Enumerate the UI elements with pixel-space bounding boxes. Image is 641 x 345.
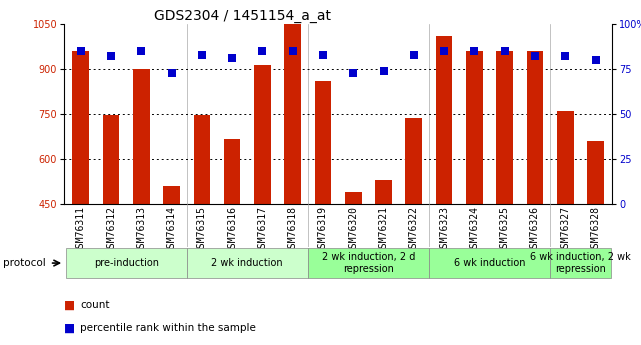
Bar: [285, 24, 301, 204]
Bar: [375, 180, 392, 204]
Bar: [550, 248, 611, 278]
Text: 2 wk induction: 2 wk induction: [212, 258, 283, 268]
Text: ■: ■: [64, 322, 75, 335]
Text: GSM76317: GSM76317: [258, 206, 267, 253]
Text: ■: ■: [64, 299, 75, 312]
Point: [530, 54, 540, 59]
Bar: [587, 141, 604, 204]
Bar: [133, 69, 149, 204]
Point: [560, 54, 570, 59]
Text: GSM76323: GSM76323: [439, 206, 449, 253]
Bar: [65, 248, 187, 278]
Point: [197, 52, 207, 57]
Text: GSM76315: GSM76315: [197, 206, 207, 253]
Text: 2 wk induction, 2 d
repression: 2 wk induction, 2 d repression: [322, 252, 415, 274]
Bar: [496, 51, 513, 204]
Bar: [254, 65, 271, 204]
Point: [348, 70, 358, 75]
Text: GSM76313: GSM76313: [137, 206, 146, 253]
Point: [288, 48, 298, 54]
Text: 6 wk induction: 6 wk induction: [454, 258, 525, 268]
Text: 6 wk induction, 2 wk
repression: 6 wk induction, 2 wk repression: [530, 252, 631, 274]
Bar: [436, 36, 453, 204]
Text: GSM76319: GSM76319: [318, 206, 328, 253]
Bar: [466, 51, 483, 204]
Bar: [224, 139, 240, 204]
Bar: [429, 248, 550, 278]
Point: [167, 70, 177, 75]
Point: [106, 54, 116, 59]
Bar: [345, 191, 362, 204]
Point: [378, 68, 388, 73]
Text: GSM76321: GSM76321: [379, 206, 388, 253]
Point: [469, 48, 479, 54]
Bar: [527, 51, 544, 204]
Text: protocol: protocol: [3, 258, 46, 268]
Text: GSM76314: GSM76314: [167, 206, 176, 253]
Point: [499, 48, 510, 54]
Bar: [187, 248, 308, 278]
Text: GSM76328: GSM76328: [590, 206, 601, 253]
Text: GSM76326: GSM76326: [530, 206, 540, 253]
Point: [590, 57, 601, 63]
Point: [318, 52, 328, 57]
Text: pre-induction: pre-induction: [94, 258, 159, 268]
Point: [439, 48, 449, 54]
Bar: [308, 248, 429, 278]
Point: [409, 52, 419, 57]
Bar: [103, 115, 119, 204]
Text: GSM76322: GSM76322: [409, 206, 419, 253]
Point: [76, 48, 86, 54]
Text: GSM76324: GSM76324: [469, 206, 479, 253]
Text: GSM76312: GSM76312: [106, 206, 116, 253]
Text: GSM76327: GSM76327: [560, 206, 570, 253]
Text: GSM76318: GSM76318: [288, 206, 297, 253]
Text: GDS2304 / 1451154_a_at: GDS2304 / 1451154_a_at: [154, 9, 331, 23]
Text: GSM76325: GSM76325: [500, 206, 510, 253]
Text: percentile rank within the sample: percentile rank within the sample: [80, 324, 256, 333]
Text: GSM76320: GSM76320: [348, 206, 358, 253]
Point: [257, 48, 267, 54]
Bar: [163, 186, 180, 204]
Bar: [194, 115, 210, 204]
Point: [227, 56, 237, 61]
Text: GSM76316: GSM76316: [227, 206, 237, 253]
Bar: [406, 118, 422, 204]
Bar: [557, 111, 574, 204]
Bar: [315, 81, 331, 204]
Bar: [72, 51, 89, 204]
Text: GSM76311: GSM76311: [76, 206, 86, 253]
Point: [136, 48, 146, 54]
Text: count: count: [80, 300, 110, 310]
